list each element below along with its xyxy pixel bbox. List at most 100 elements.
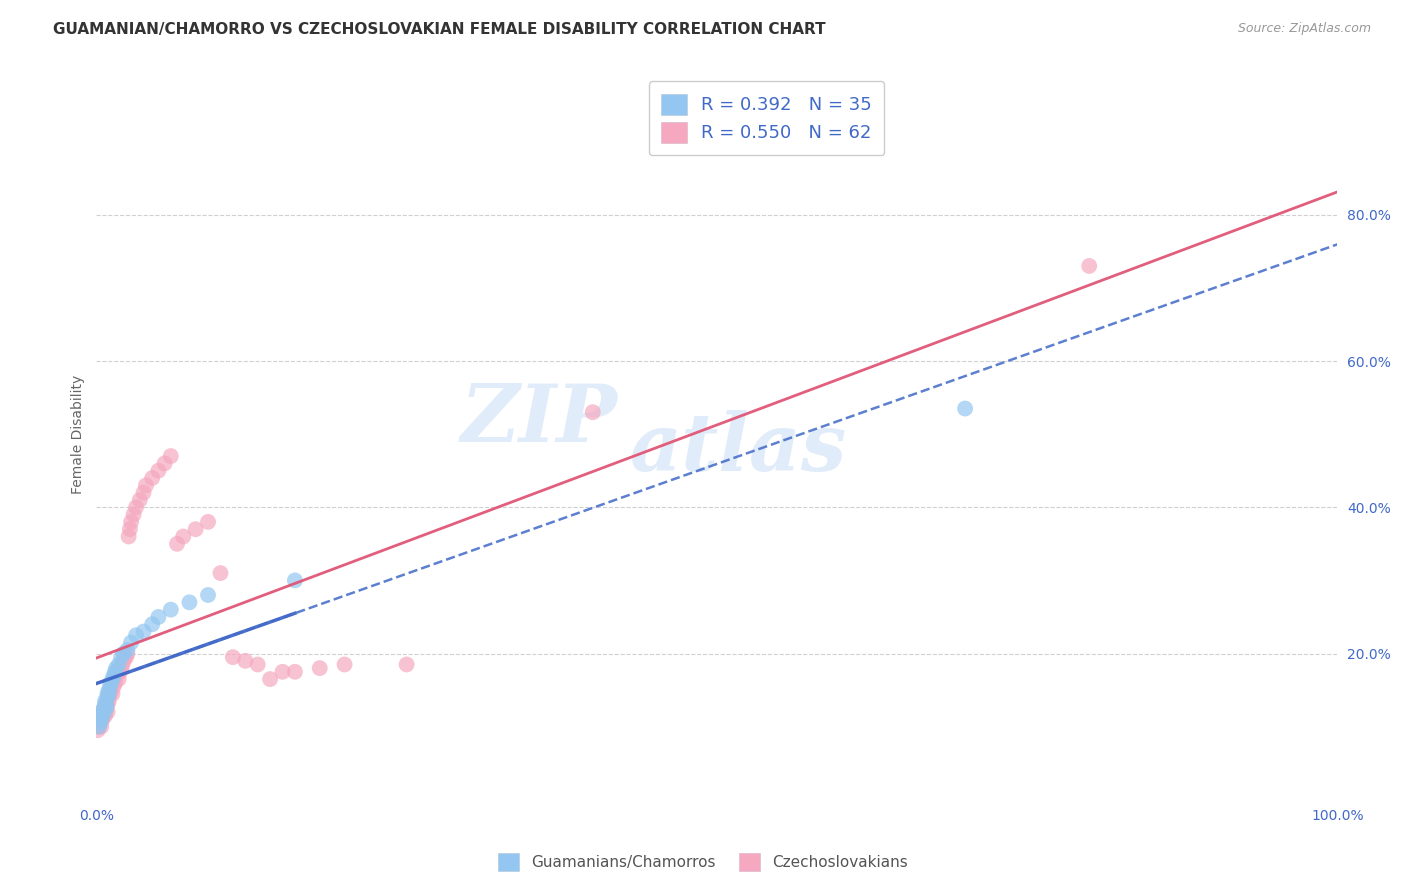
Point	[135, 478, 157, 492]
Point	[179, 595, 201, 609]
Point	[233, 654, 256, 668]
Point	[104, 672, 127, 686]
Point	[110, 661, 132, 675]
Point	[108, 665, 131, 679]
Point	[96, 690, 118, 705]
Point	[159, 449, 181, 463]
Point	[97, 694, 120, 708]
Point	[89, 716, 111, 731]
Point	[209, 566, 232, 580]
Point	[148, 610, 170, 624]
Point	[94, 698, 117, 712]
Point	[91, 708, 114, 723]
Point	[96, 698, 118, 712]
Point	[105, 668, 128, 682]
Point	[93, 701, 115, 715]
Point	[184, 522, 207, 536]
Point	[259, 672, 281, 686]
Point	[98, 687, 121, 701]
Point	[103, 680, 125, 694]
Point	[91, 708, 114, 723]
Point	[120, 635, 142, 649]
Point	[96, 701, 118, 715]
Point	[105, 661, 128, 675]
Point	[94, 705, 117, 719]
Point	[141, 471, 163, 485]
Point	[97, 683, 120, 698]
Point	[93, 705, 115, 719]
Point	[110, 650, 132, 665]
Point	[246, 657, 269, 672]
Point	[117, 647, 139, 661]
Point	[120, 515, 142, 529]
Point	[107, 657, 129, 672]
Point	[118, 522, 141, 536]
Point	[96, 698, 118, 712]
Y-axis label: Female Disability: Female Disability	[72, 375, 86, 494]
Legend: Guamanians/Chamorros, Czechoslovakians: Guamanians/Chamorros, Czechoslovakians	[492, 847, 914, 877]
Point	[148, 464, 170, 478]
Point	[90, 708, 112, 723]
Point	[101, 687, 124, 701]
Point	[86, 723, 108, 738]
Point	[89, 712, 111, 726]
Point	[111, 657, 134, 672]
Point	[103, 668, 125, 682]
Legend: R = 0.392   N = 35, R = 0.550   N = 62: R = 0.392 N = 35, R = 0.550 N = 62	[648, 81, 884, 155]
Point	[96, 687, 118, 701]
Point	[93, 705, 115, 719]
Point	[112, 647, 135, 661]
Point	[90, 712, 112, 726]
Point	[166, 537, 188, 551]
Point	[172, 529, 194, 543]
Point	[128, 492, 150, 507]
Point	[395, 657, 418, 672]
Point	[284, 665, 307, 679]
Point	[197, 588, 219, 602]
Text: Source: ZipAtlas.com: Source: ZipAtlas.com	[1237, 22, 1371, 36]
Point	[96, 701, 118, 715]
Point	[222, 650, 245, 665]
Point	[104, 665, 127, 679]
Point	[96, 698, 118, 712]
Point	[153, 456, 176, 470]
Point	[100, 675, 122, 690]
Point	[104, 675, 127, 690]
Text: ZIP: ZIP	[461, 381, 617, 458]
Point	[91, 705, 114, 719]
Point	[89, 716, 111, 731]
Point	[93, 701, 115, 715]
Point	[141, 617, 163, 632]
Point	[94, 694, 117, 708]
Point	[132, 624, 155, 639]
Point	[1078, 259, 1101, 273]
Point	[125, 500, 148, 515]
Point	[91, 712, 114, 726]
Point	[114, 650, 136, 665]
Point	[107, 672, 129, 686]
Text: GUAMANIAN/CHAMORRO VS CZECHOSLOVAKIAN FEMALE DISABILITY CORRELATION CHART: GUAMANIAN/CHAMORRO VS CZECHOSLOVAKIAN FE…	[53, 22, 827, 37]
Point	[96, 705, 118, 719]
Point	[112, 654, 135, 668]
Point	[284, 574, 307, 588]
Text: atlas: atlas	[630, 410, 848, 488]
Point	[97, 690, 120, 705]
Point	[107, 665, 129, 679]
Point	[117, 529, 139, 543]
Point	[101, 672, 124, 686]
Point	[122, 508, 145, 522]
Point	[271, 665, 294, 679]
Point	[97, 687, 120, 701]
Point	[308, 661, 330, 675]
Point	[90, 720, 112, 734]
Point	[87, 720, 110, 734]
Point	[100, 683, 122, 698]
Point	[98, 680, 121, 694]
Point	[953, 401, 976, 416]
Point	[159, 602, 181, 616]
Point	[117, 643, 139, 657]
Point	[125, 628, 148, 642]
Point	[582, 405, 605, 419]
Point	[197, 515, 219, 529]
Point	[94, 708, 117, 723]
